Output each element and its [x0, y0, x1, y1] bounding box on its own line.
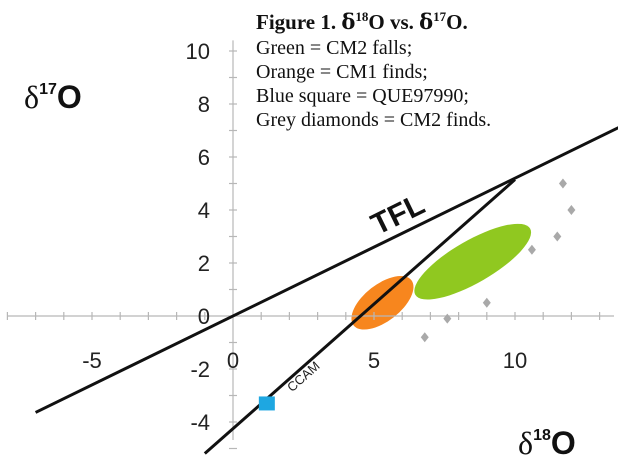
legend-title-sup-18: 18	[355, 9, 369, 24]
x-tick-label: 5	[368, 348, 380, 373]
y-axis-title-letter: O	[57, 79, 82, 115]
y-tick-label: 10	[186, 39, 210, 64]
y-tick-label: 6	[198, 145, 210, 170]
x-axis-title: δ18O	[518, 425, 576, 461]
tfl-label: TFL	[366, 188, 430, 242]
region-cm1-finds	[351, 275, 414, 330]
x-axis-title-sup: 18	[533, 427, 551, 444]
legend-title-o-vs: O vs.	[368, 10, 414, 34]
point-cm2-find	[567, 205, 576, 215]
y-axis-title-delta: δ	[24, 79, 39, 115]
legend-title-o-end: O.	[446, 10, 468, 34]
reference-line-tfl	[34, 126, 618, 414]
x-tick-label: 10	[503, 348, 527, 373]
legend-item-grey: Grey diamonds = CM2 finds.	[256, 109, 492, 131]
x-tick-label: -5	[82, 348, 102, 373]
point-cm2-find	[420, 332, 429, 343]
point-cm2-find	[443, 313, 452, 324]
legend-item-green: Green = CM2 falls;	[256, 37, 413, 59]
legend-title-delta-1: δ	[341, 9, 356, 34]
legend-item-blue: Blue square = QUE97990;	[256, 85, 469, 107]
legend-title-sup-17: 17	[433, 9, 447, 24]
point-cm2-find	[558, 178, 567, 189]
point-layer	[258, 178, 576, 411]
legend-item-orange: Orange = CM1 finds;	[256, 61, 428, 83]
x-axis-title-delta: δ	[518, 425, 533, 461]
x-axis-title-letter: O	[551, 425, 576, 461]
point-que97990	[258, 396, 275, 411]
y-tick-label: 4	[198, 198, 210, 223]
y-tick-label: 8	[198, 92, 210, 117]
y-tick-label: -4	[190, 410, 210, 435]
region-layer	[351, 223, 532, 330]
point-cm2-find	[482, 297, 491, 308]
y-tick-label: -2	[190, 357, 210, 382]
y-tick-label: 0	[198, 304, 210, 329]
y-tick-label: 2	[198, 251, 210, 276]
point-cm2-find	[553, 231, 562, 242]
y-axis-title: δ17O	[24, 79, 82, 115]
legend: Figure 1. δ18O vs. δ17O. Green = CM2 fal…	[256, 10, 616, 132]
legend-title: Figure 1. δ18O vs. δ17O.	[256, 9, 616, 35]
y-axis-title-sup: 17	[39, 81, 57, 98]
point-cm2-find	[527, 244, 536, 255]
legend-title-delta-2: δ	[419, 9, 434, 34]
axes-layer: -5 0 5 10 -4 -2 0 2 4 6 8 10	[6, 39, 614, 450]
x-tick-label: 0	[227, 348, 239, 373]
reference-line-ccam	[203, 178, 516, 455]
legend-title-prefix: Figure 1.	[256, 10, 337, 34]
region-cm2-falls	[414, 223, 532, 300]
